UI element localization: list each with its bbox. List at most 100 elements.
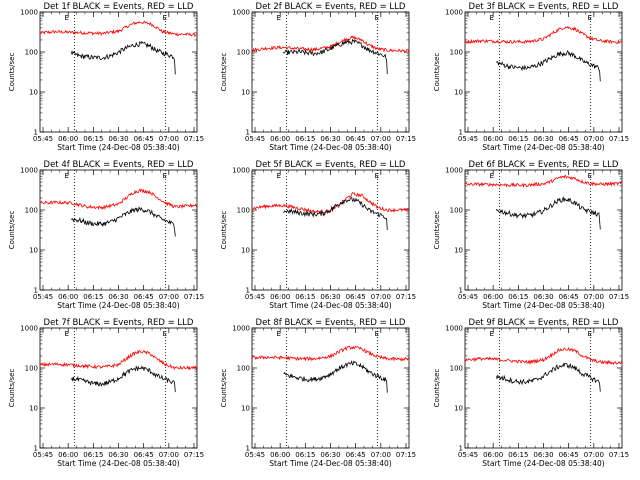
y-tick-label: 1 [34,287,38,295]
chart-title: Det 8f BLACK = Events, RED = LLD [256,318,406,328]
series-line-black [283,38,388,75]
interval-marker-label: E [163,172,167,180]
x-tick-label: 06:00 [58,451,78,459]
x-tick-label: 07:00 [371,293,391,301]
chart-title: Det 9f BLACK = Events, RED = LLD [469,318,619,328]
y-tick-label: 1000 [445,167,463,175]
interval-marker-label: E [163,330,167,338]
interval-marker-label: E [65,172,69,180]
y-tick-label: 100 [450,207,463,215]
y-tick-label: 1000 [232,9,250,17]
x-tick-label: 07:00 [584,135,604,143]
interval-marker-label: E [277,330,281,338]
y-axis-label: Counts/sec [433,369,441,408]
y-tick-label: 10 [29,405,38,413]
x-tick-label: 06:00 [483,135,503,143]
plot-frame [39,11,198,133]
series-line-red [251,191,410,215]
chart-panel-6: Det 6f BLACK = Events, RED = LLD 1 10 100 10… [433,160,629,310]
x-tick-label: 06:30 [533,451,553,459]
x-tick-label: 05:45 [245,451,265,459]
x-tick-label: 06:45 [346,451,366,459]
series-line-black [496,196,601,230]
y-tick-label: 10 [29,89,38,97]
x-tick-label: 06:00 [58,293,78,301]
y-tick-label: 1000 [232,167,250,175]
x-tick-label: 06:00 [270,293,290,301]
x-tick-label: 06:45 [134,451,154,459]
y-tick-label: 1 [459,287,463,295]
interval-marker-label: E [588,14,592,22]
chart-panel-9: Det 9f BLACK = Events, RED = LLD 1 10 100 10… [433,318,629,468]
chart-panel-1: Det 1f BLACK = Events, RED = LLD 1 10 100 10… [8,2,204,152]
plot-frame [251,169,410,291]
y-tick-label: 1000 [20,325,38,333]
x-tick-label: 06:15 [83,451,103,459]
y-axis-label: Counts/sec [433,53,441,92]
y-tick-label: 10 [454,89,463,97]
plot-frame [39,327,198,449]
x-tick-label: 07:15 [184,135,204,143]
x-tick-label: 06:15 [508,451,528,459]
chart-title: Det 1f BLACK = Events, RED = LLD [44,2,194,12]
x-tick-label: 06:45 [346,135,366,143]
x-axis-label: Start Time (24-Dec-08 05:38:40) [57,301,179,310]
chart-title: Det 4f BLACK = Events, RED = LLD [44,160,194,170]
interval-marker-label: E [375,330,379,338]
interval-marker-label: E [588,172,592,180]
x-tick-label: 07:15 [396,135,416,143]
x-tick-label: 06:45 [346,293,366,301]
series-line-black [496,362,601,392]
chart-title: Det 2f BLACK = Events, RED = LLD [256,2,406,12]
chart-panel-8: Det 8f BLACK = Events, RED = LLD 1 10 100 10… [220,318,416,468]
plot-frame [39,169,198,291]
series-line-black [283,197,388,231]
interval-marker-label: E [65,330,69,338]
series-line-black [71,40,176,75]
y-tick-label: 100 [25,365,38,373]
chart-title: Det 7f BLACK = Events, RED = LLD [44,318,194,328]
y-tick-label: 1 [34,129,38,137]
y-axis-label: Counts/sec [8,369,16,408]
y-tick-label: 100 [25,49,38,57]
plot-frame [464,11,623,133]
x-tick-label: 06:15 [83,135,103,143]
x-tick-label: 07:15 [609,135,629,143]
y-axis-label: Counts/sec [220,369,228,408]
series-line-red [39,20,198,38]
y-tick-label: 1 [34,445,38,453]
y-axis-label: Counts/sec [8,53,16,92]
x-tick-label: 07:15 [396,293,416,301]
x-tick-label: 06:45 [559,135,579,143]
y-tick-label: 100 [25,207,38,215]
x-tick-label: 06:30 [108,293,128,301]
x-tick-label: 07:00 [159,451,179,459]
x-tick-label: 06:30 [320,451,340,459]
x-tick-label: 07:00 [584,293,604,301]
x-tick-label: 06:45 [559,293,579,301]
x-tick-label: 06:30 [108,135,128,143]
y-tick-label: 1000 [232,325,250,333]
interval-marker-label: E [490,14,494,22]
y-tick-label: 1 [459,129,463,137]
chart-panel-7: Det 7f BLACK = Events, RED = LLD 1 10 100 10… [8,318,204,468]
y-tick-label: 100 [237,365,250,373]
y-tick-label: 1 [246,445,250,453]
series-line-black [496,49,601,82]
x-tick-label: 06:15 [83,293,103,301]
x-tick-label: 05:45 [458,451,478,459]
interval-marker-label: E [163,14,167,22]
y-tick-label: 10 [454,247,463,255]
x-tick-label: 06:45 [134,293,154,301]
x-tick-label: 05:45 [33,135,53,143]
x-axis-label: Start Time (24-Dec-08 05:38:40) [482,143,604,152]
x-tick-label: 06:00 [270,135,290,143]
series-line-red [39,349,198,371]
y-tick-label: 100 [450,365,463,373]
x-tick-label: 05:45 [458,135,478,143]
x-tick-label: 06:45 [134,135,154,143]
plot-frame [251,327,410,449]
interval-marker-label: E [490,330,494,338]
x-tick-label: 07:00 [159,135,179,143]
